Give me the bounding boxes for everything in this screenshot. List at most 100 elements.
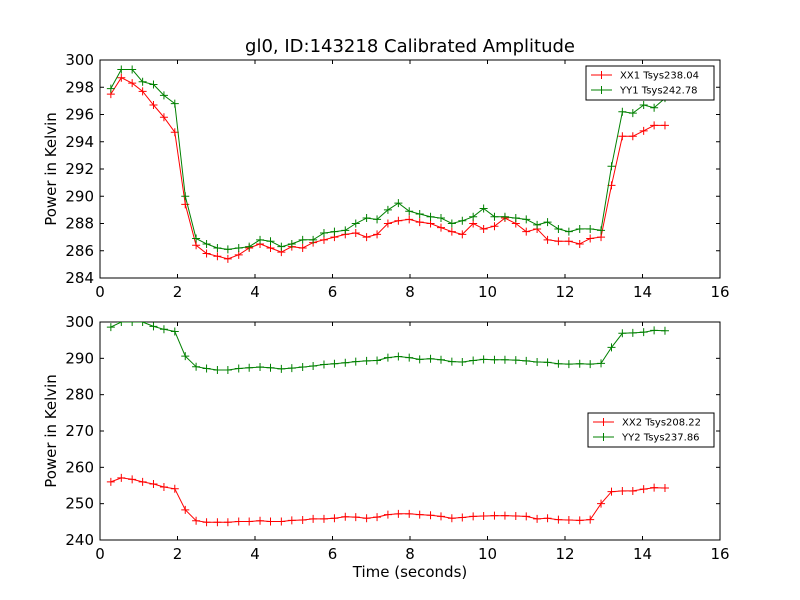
data-point (405, 353, 414, 362)
data-point (639, 126, 648, 135)
data-point (469, 512, 478, 521)
data-point (362, 356, 371, 365)
data-point (405, 215, 414, 224)
data-point (660, 326, 669, 335)
legend: XX1 Tsys238.04 YY1 Tsys242.78 (585, 65, 715, 101)
data-point (213, 244, 222, 253)
data-point (511, 356, 520, 365)
legend-box (585, 65, 715, 101)
series-1 (106, 473, 669, 527)
data-point (628, 486, 637, 495)
legend-marker (599, 418, 608, 426)
x-tick-label: 4 (250, 545, 260, 563)
y-tick-label: 250 (65, 495, 94, 513)
data-point (277, 242, 286, 251)
data-point (192, 241, 201, 250)
data-point (245, 363, 254, 372)
data-point (586, 515, 595, 524)
data-point (192, 234, 201, 243)
data-point (394, 199, 403, 208)
data-point (170, 99, 179, 108)
data-point (618, 107, 627, 116)
data-point (159, 113, 168, 122)
data-point (159, 91, 168, 100)
data-point (138, 87, 147, 96)
data-point (383, 219, 392, 228)
data-point (192, 362, 201, 371)
data-point (159, 325, 168, 334)
data-point (149, 80, 158, 89)
data-point (383, 510, 392, 519)
data-point (628, 132, 637, 141)
series-2 (106, 322, 669, 374)
data-point (447, 227, 456, 236)
chart-panel-1: 0 2 4 6 8 10 12 14 16 284 286 288 290 292 294 296 298 300… (42, 36, 730, 301)
data-point (277, 364, 286, 373)
x-tick-label: 14 (633, 545, 652, 563)
data-point (458, 357, 467, 366)
x-tick-label: 12 (555, 545, 574, 563)
legend-marker (597, 86, 606, 94)
data-point (234, 364, 243, 373)
data-point (309, 361, 318, 370)
y-tick-label: 300 (65, 51, 94, 69)
data-point (458, 230, 467, 239)
data-point (373, 356, 382, 365)
data-point (639, 100, 648, 109)
data-point (447, 357, 456, 366)
y-tick-label: 290 (65, 187, 94, 205)
data-point (170, 327, 179, 336)
data-point (287, 364, 296, 373)
series-1 (106, 73, 669, 263)
data-point (341, 358, 350, 367)
x-tick-label: 16 (710, 545, 729, 563)
data-point (650, 326, 659, 335)
data-point (256, 516, 265, 525)
data-point (490, 222, 499, 231)
y-tick-label: 288 (65, 215, 94, 233)
data-point (341, 512, 350, 521)
data-point (149, 322, 158, 331)
data-point (522, 227, 531, 236)
data-point (479, 355, 488, 364)
series-2 (106, 65, 669, 254)
y-axis-label: Power in Kelvin (42, 374, 60, 488)
x-tick-label: 4 (250, 283, 260, 301)
data-point (383, 353, 392, 362)
data-point (543, 235, 552, 244)
data-point (500, 355, 509, 364)
y-tick-label: 270 (65, 422, 94, 440)
data-point (618, 132, 627, 141)
data-point (490, 355, 499, 364)
data-point (469, 356, 478, 365)
data-point (266, 363, 275, 372)
data-point (117, 73, 126, 82)
data-point (639, 328, 648, 337)
data-point (298, 244, 307, 253)
data-point (564, 227, 573, 236)
data-point (533, 514, 542, 523)
data-point (660, 484, 669, 493)
data-point (330, 359, 339, 368)
data-point (383, 205, 392, 214)
data-point (618, 486, 627, 495)
data-point (575, 359, 584, 368)
data-point (213, 252, 222, 261)
data-point (298, 516, 307, 525)
data-point (373, 230, 382, 239)
data-point (138, 477, 147, 486)
x-tick-label: 14 (633, 283, 652, 301)
data-point (223, 245, 232, 254)
data-point (319, 514, 328, 523)
data-point (533, 357, 542, 366)
data-point (586, 360, 595, 369)
data-point (213, 518, 222, 527)
data-point (586, 234, 595, 243)
y-tick-label: 292 (65, 160, 94, 178)
data-point (660, 121, 669, 130)
data-point (458, 216, 467, 225)
data-point (266, 237, 275, 246)
data-point (287, 516, 296, 525)
data-point (319, 229, 328, 238)
